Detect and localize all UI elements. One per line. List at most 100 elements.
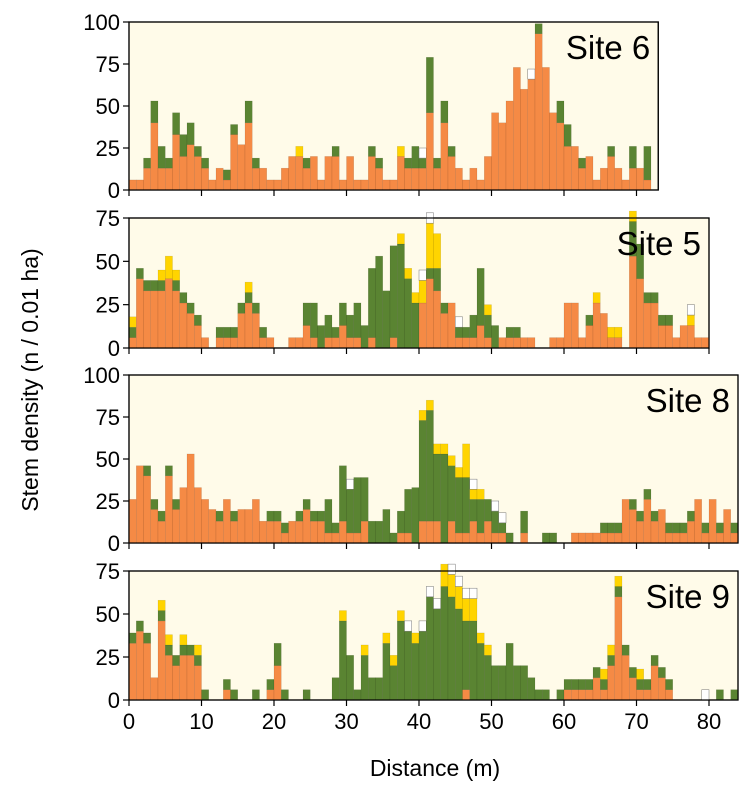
bar-orange: [563, 302, 572, 349]
bar-yellow: [447, 455, 456, 466]
bar-green: [165, 644, 173, 656]
bar-green: [484, 314, 492, 338]
bar-orange: [252, 499, 260, 544]
x-tick-label: 70: [624, 709, 648, 734]
panel-1: 0 25 50 75 100 Site 6: [83, 10, 659, 203]
bar-green: [360, 325, 369, 349]
bar-green: [411, 146, 420, 169]
bar-green: [665, 522, 673, 534]
bar-orange: [571, 146, 579, 191]
bar-orange: [571, 532, 579, 544]
bar-green: [440, 586, 449, 701]
y-tick-label: 75: [96, 559, 120, 584]
bar-white: [701, 689, 710, 701]
bar-green: [687, 510, 695, 522]
bar-green: [223, 326, 231, 338]
bar-orange: [426, 520, 434, 544]
bar-green: [143, 632, 151, 644]
plot-frame: [128, 374, 739, 544]
bar-orange: [723, 509, 731, 544]
bar-green: [389, 665, 398, 701]
bar-orange: [614, 532, 623, 544]
bar-white: [418, 269, 427, 281]
x-tick-label: 80: [697, 709, 721, 734]
bar-orange: [607, 156, 615, 191]
bar-green: [143, 280, 151, 292]
bar-green: [426, 268, 434, 279]
bar-orange: [578, 689, 586, 701]
bar-orange: [295, 337, 304, 349]
bar-orange: [585, 156, 594, 191]
bar-orange: [360, 520, 369, 544]
bar-green: [607, 522, 615, 534]
bar-orange: [237, 313, 246, 349]
bar-orange: [701, 532, 710, 544]
bar-yellow: [455, 467, 463, 478]
bar-orange: [179, 487, 188, 544]
bar-orange: [179, 655, 188, 701]
bar-green: [172, 280, 180, 292]
bar-orange: [643, 689, 652, 701]
bar-yellow: [295, 146, 304, 157]
bar-green: [621, 644, 630, 656]
bar-yellow: [397, 610, 405, 622]
bar-orange: [165, 475, 173, 544]
bar-orange: [679, 532, 688, 544]
bar-orange: [658, 325, 666, 349]
bar-green: [136, 620, 144, 632]
bar-green: [128, 632, 137, 644]
bar-green: [643, 488, 652, 500]
bar-green: [331, 146, 340, 157]
bar-orange: [244, 509, 253, 544]
bar-orange: [585, 689, 594, 701]
bar-orange: [201, 337, 209, 349]
bar-white: [404, 620, 412, 632]
bar-green: [650, 292, 659, 304]
bar-yellow: [418, 410, 427, 421]
bar-yellow: [128, 316, 137, 328]
y-tick-label: 75: [96, 405, 120, 430]
bar-orange: [404, 532, 412, 544]
y-tick-label: 75: [96, 52, 120, 77]
bar-orange: [621, 655, 630, 701]
bar-green: [382, 509, 391, 544]
bar-orange: [592, 302, 601, 349]
bar-green: [353, 689, 362, 701]
bar-green: [143, 465, 151, 477]
bar-green: [469, 499, 478, 522]
bar-green: [259, 326, 267, 338]
y-axis-label: Stem density (n / 0.01 ha): [17, 248, 43, 511]
bar-orange: [476, 325, 485, 349]
bar-green: [440, 100, 449, 124]
bar-yellow: [244, 281, 253, 293]
bar-orange: [571, 302, 579, 349]
bar-green: [505, 326, 514, 338]
bar-orange: [266, 520, 275, 544]
bar-green: [339, 620, 347, 701]
bar-orange: [672, 532, 681, 544]
bar-yellow: [397, 146, 405, 157]
x-tick-label: 30: [334, 709, 358, 734]
bar-yellow: [194, 644, 202, 656]
plot-frame: [128, 217, 710, 349]
bar-orange: [252, 313, 260, 349]
bar-green: [455, 608, 463, 701]
bar-orange: [708, 499, 717, 544]
bar-orange: [295, 520, 304, 544]
bar-green: [397, 620, 405, 701]
bar-orange: [179, 156, 188, 191]
bar-green: [186, 302, 195, 314]
bar-white: [469, 587, 478, 599]
bar-green: [302, 689, 311, 701]
bar-orange: [281, 167, 289, 191]
y-tick-label: 0: [108, 178, 120, 203]
bar-white: [418, 620, 427, 632]
bar-orange: [600, 689, 608, 701]
bar-orange: [382, 179, 391, 191]
bar-white: [455, 575, 463, 587]
bar-orange: [331, 532, 340, 544]
bar-white: [469, 478, 478, 490]
bar-orange: [223, 179, 231, 191]
bar-orange: [404, 167, 412, 191]
